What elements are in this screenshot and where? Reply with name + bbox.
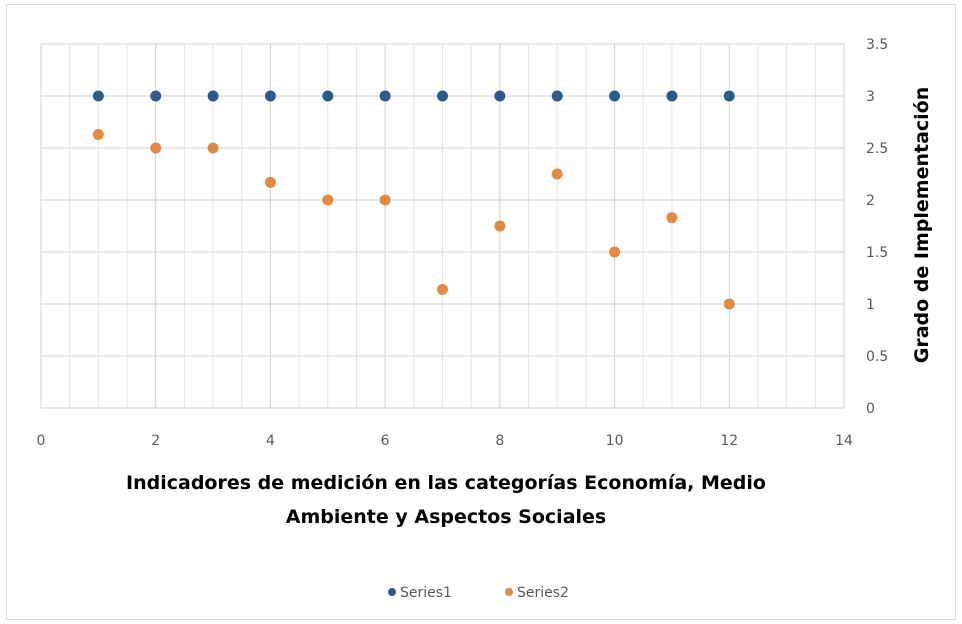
data-point-series2 bbox=[150, 142, 162, 154]
y-tick-label: 3 bbox=[866, 89, 875, 105]
data-point-series1 bbox=[494, 90, 506, 102]
legend: Series1 Series2 bbox=[388, 585, 569, 601]
data-point-series1 bbox=[723, 90, 735, 102]
data-point-series1 bbox=[207, 90, 219, 102]
data-point-series2 bbox=[494, 220, 506, 232]
data-point-series1 bbox=[551, 90, 563, 102]
y-tick-label: 1 bbox=[866, 297, 875, 313]
data-point-series1 bbox=[322, 90, 334, 102]
data-point-series2 bbox=[264, 176, 276, 188]
x-tick-label: 12 bbox=[720, 433, 738, 449]
data-point-series2 bbox=[723, 298, 735, 310]
data-point-series1 bbox=[92, 90, 104, 102]
y-tick-label: 1.5 bbox=[866, 245, 888, 261]
legend-label-series2: Series2 bbox=[517, 585, 569, 601]
x-tick-label: 0 bbox=[37, 433, 46, 449]
data-point-series1 bbox=[379, 90, 391, 102]
data-point-series1 bbox=[150, 90, 162, 102]
data-point-series2 bbox=[379, 194, 391, 206]
data-point-series2 bbox=[666, 212, 678, 224]
legend-label-series1: Series1 bbox=[400, 585, 452, 601]
y-tick-labels: 0 0.5 1 1.5 2 2.5 3 3.5 bbox=[866, 37, 888, 417]
y-tick-label: 2.5 bbox=[866, 141, 888, 157]
chart-frame bbox=[6, 4, 956, 620]
data-point-series1 bbox=[666, 90, 678, 102]
x-tick-label: 8 bbox=[495, 433, 504, 449]
legend-marker-series1 bbox=[388, 588, 396, 596]
data-point-series2 bbox=[322, 194, 334, 206]
x-tick-label: 6 bbox=[381, 433, 390, 449]
grid bbox=[40, 43, 845, 409]
y-axis-title: Grado de Implementación bbox=[911, 87, 933, 364]
data-point-series1 bbox=[437, 90, 448, 102]
y-tick-label: 2 bbox=[866, 193, 875, 209]
x-tick-label: 4 bbox=[266, 433, 275, 449]
x-tick-label: 14 bbox=[835, 433, 853, 449]
data-point-series2 bbox=[207, 142, 219, 154]
data-point-series2 bbox=[609, 246, 621, 258]
data-points bbox=[92, 90, 735, 310]
legend-marker-series2 bbox=[505, 588, 513, 596]
x-axis-title-line-1: Indicadores de medición en las categoría… bbox=[126, 472, 766, 494]
x-tick-label: 2 bbox=[151, 433, 160, 449]
x-tick-labels: 0 2 4 6 8 10 12 14 bbox=[37, 433, 853, 449]
data-point-series2 bbox=[437, 283, 448, 295]
x-tick-label: 10 bbox=[606, 433, 624, 449]
data-point-series2 bbox=[551, 168, 563, 180]
data-point-series1 bbox=[609, 90, 621, 102]
x-axis-title-line-2: Ambiente y Aspectos Sociales bbox=[286, 506, 606, 528]
data-point-series2 bbox=[92, 128, 104, 140]
data-point-series1 bbox=[264, 90, 276, 102]
y-tick-label: 0.5 bbox=[866, 349, 888, 365]
y-tick-label: 3.5 bbox=[866, 37, 888, 53]
y-tick-label: 0 bbox=[866, 401, 875, 417]
